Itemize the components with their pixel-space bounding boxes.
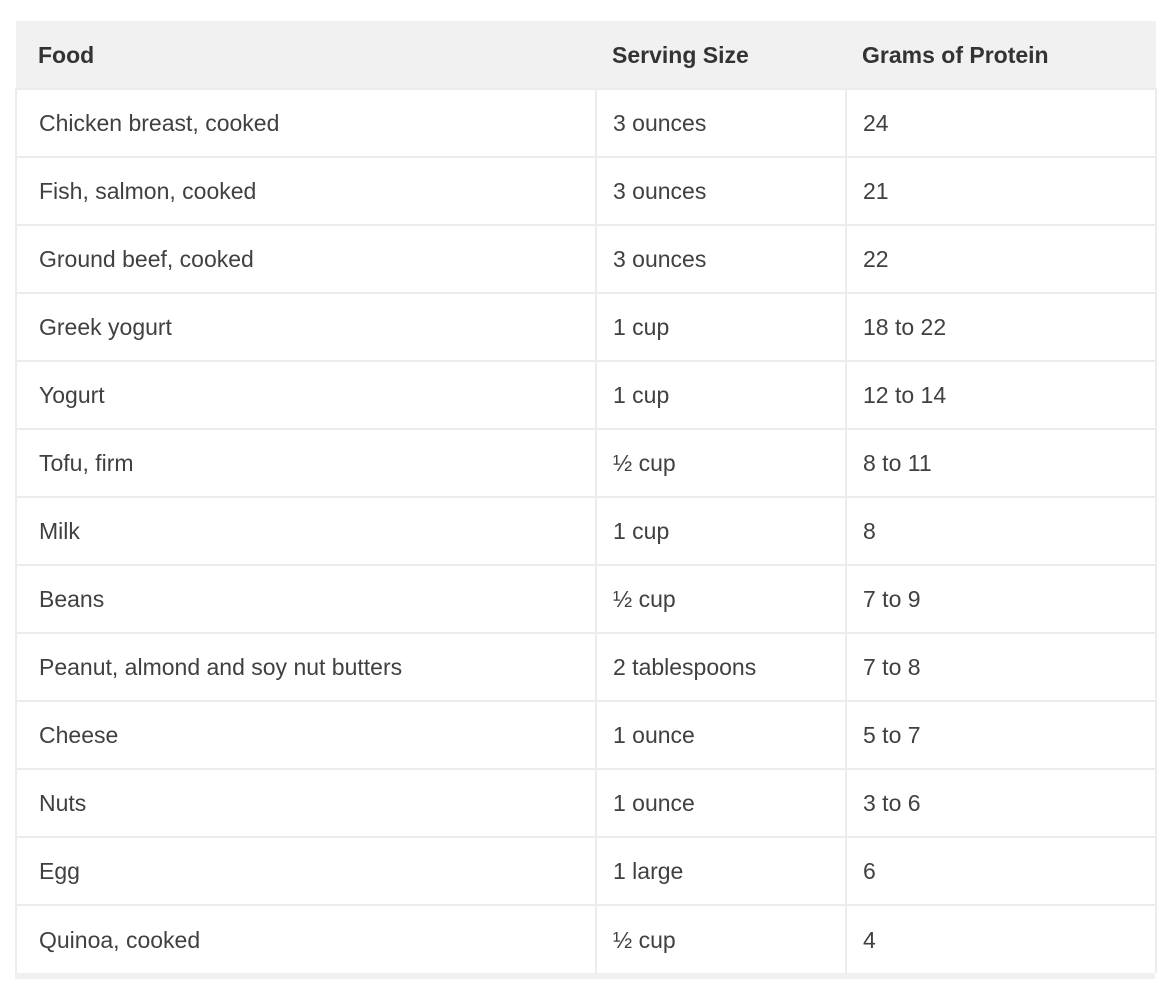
cell-serving-size: ½ cup (595, 904, 847, 973)
cell-grams-of-protein: 24 (845, 88, 1157, 158)
cell-food: Ground beef, cooked (15, 224, 597, 294)
cell-serving-size: 1 cup (595, 360, 847, 430)
cell-food: Greek yogurt (15, 292, 597, 362)
cell-grams-of-protein: 12 to 14 (845, 360, 1157, 430)
table-body: Chicken breast, cooked 3 ounces 24 Fish, sa… (15, 88, 1157, 973)
cell-serving-size: 1 ounce (595, 768, 847, 838)
cell-grams-of-protein: 3 to 6 (845, 768, 1157, 838)
cell-grams-of-protein: 4 (845, 904, 1157, 973)
cell-food: Yogurt (15, 360, 597, 430)
table-row: Fish, salmon, cooked 3 ounces 21 (15, 156, 1157, 226)
cell-food: Fish, salmon, cooked (15, 156, 597, 226)
column-header-grams-of-protein: Grams of Protein (846, 21, 1156, 89)
table-row: Chicken breast, cooked 3 ounces 24 (15, 88, 1157, 158)
cell-grams-of-protein: 8 to 11 (845, 428, 1157, 498)
cell-serving-size: 1 cup (595, 496, 847, 566)
cell-grams-of-protein: 7 to 8 (845, 632, 1157, 702)
cell-grams-of-protein: 21 (845, 156, 1157, 226)
table-row: Yogurt 1 cup 12 to 14 (15, 360, 1157, 430)
cell-food: Nuts (15, 768, 597, 838)
column-header-serving-size: Serving Size (596, 21, 846, 89)
table-row: Nuts 1 ounce 3 to 6 (15, 768, 1157, 838)
cell-food: Cheese (15, 700, 597, 770)
table-row: Egg 1 large 6 (15, 836, 1157, 906)
cell-serving-size: 1 cup (595, 292, 847, 362)
table-row: Cheese 1 ounce 5 to 7 (15, 700, 1157, 770)
table-row: Ground beef, cooked 3 ounces 22 (15, 224, 1157, 294)
protein-table: Food Serving Size Grams of Protein Chick… (15, 21, 1157, 973)
table-row: Peanut, almond and soy nut butters 2 tabl… (15, 632, 1157, 702)
cell-food: Peanut, almond and soy nut butters (15, 632, 597, 702)
protein-table-container: Food Serving Size Grams of Protein Chick… (15, 21, 1157, 979)
cell-serving-size: 1 large (595, 836, 847, 906)
cell-food: Beans (15, 564, 597, 634)
cell-food: Quinoa, cooked (15, 904, 597, 973)
cell-serving-size: 1 ounce (595, 700, 847, 770)
table-row: Quinoa, cooked ½ cup 4 (15, 904, 1157, 973)
header-row: Food Serving Size Grams of Protein (16, 21, 1156, 89)
cell-food: Milk (15, 496, 597, 566)
table-row: Beans ½ cup 7 to 9 (15, 564, 1157, 634)
cell-serving-size: 3 ounces (595, 88, 847, 158)
cell-food: Tofu, firm (15, 428, 597, 498)
cell-serving-size: 2 tablespoons (595, 632, 847, 702)
cell-grams-of-protein: 5 to 7 (845, 700, 1157, 770)
cell-serving-size: ½ cup (595, 428, 847, 498)
column-header-food: Food (16, 21, 596, 89)
cell-grams-of-protein: 8 (845, 496, 1157, 566)
cell-serving-size: 3 ounces (595, 224, 847, 294)
cell-grams-of-protein: 18 to 22 (845, 292, 1157, 362)
cell-serving-size: 3 ounces (595, 156, 847, 226)
cell-grams-of-protein: 7 to 9 (845, 564, 1157, 634)
cell-grams-of-protein: 22 (845, 224, 1157, 294)
cell-food: Chicken breast, cooked (15, 88, 597, 158)
table-row: Tofu, firm ½ cup 8 to 11 (15, 428, 1157, 498)
cell-grams-of-protein: 6 (845, 836, 1157, 906)
table-row: Milk 1 cup 8 (15, 496, 1157, 566)
cell-food: Egg (15, 836, 597, 906)
table-row: Greek yogurt 1 cup 18 to 22 (15, 292, 1157, 362)
cell-serving-size: ½ cup (595, 564, 847, 634)
